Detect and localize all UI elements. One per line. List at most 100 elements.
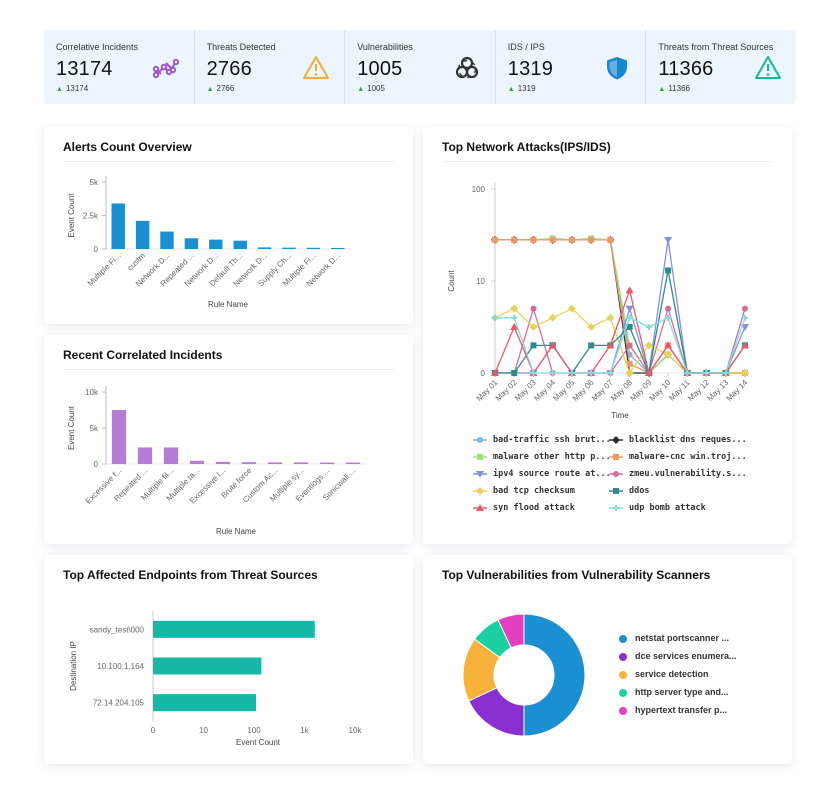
kpi-ids-ips[interactable]: IDS / IPS 1319 ▲ 1319 bbox=[495, 30, 646, 104]
y-tick-label: 72.14.204.105 bbox=[93, 699, 145, 708]
bar bbox=[233, 241, 246, 249]
kpi-label: Threats Detected bbox=[207, 42, 345, 52]
up-arrow-icon: ▲ bbox=[56, 86, 63, 93]
y-tick-label: 0 bbox=[94, 460, 99, 469]
data-point bbox=[613, 488, 619, 494]
bar bbox=[294, 462, 308, 464]
data-point bbox=[588, 237, 594, 243]
legend-item[interactable]: zmeu.vulnerability.s... bbox=[609, 469, 747, 479]
bar bbox=[320, 463, 334, 464]
alerts-bar-chart: 02.5k5kMultiple Fi... custmNetwork D...Re… bbox=[44, 127, 413, 324]
legend-dot-icon bbox=[619, 671, 627, 679]
legend-item[interactable]: malware other http p... bbox=[473, 452, 611, 462]
legend-dot-icon bbox=[619, 689, 627, 697]
y-tick-label: sandy_test\000 bbox=[90, 625, 145, 634]
legend-item[interactable]: dce services enumera... bbox=[619, 651, 737, 661]
legend-item[interactable]: hypertext transfer p... bbox=[619, 705, 727, 715]
y-tick-label: 0 bbox=[481, 369, 486, 378]
correlated-bar-chart: 05k10kExcessive f...Repeated ...Multiple… bbox=[44, 335, 413, 544]
legend-label: http server type and... bbox=[635, 687, 729, 697]
legend-dot-icon bbox=[619, 635, 627, 643]
x-tick-label: 10 bbox=[199, 726, 208, 735]
legend-label: ddos bbox=[629, 486, 649, 496]
legend-item[interactable]: ipv4 source route at... bbox=[473, 469, 611, 479]
bar bbox=[209, 240, 222, 249]
legend-item[interactable]: malware-cnc win.troj... bbox=[609, 452, 747, 462]
vulnerabilities-legend: netstat portscanner ... dce services enum… bbox=[619, 633, 789, 733]
top-vulnerabilities-card: Top Vulnerabilities from Vulnerability S… bbox=[423, 555, 792, 764]
legend-label: service detection bbox=[635, 669, 709, 679]
x-axis-title: Event Count bbox=[236, 738, 281, 747]
kpi-correlative-incidents[interactable]: Correlative Incidents 13174 ▲ 13174 bbox=[44, 30, 194, 104]
data-point bbox=[645, 341, 653, 349]
data-point bbox=[627, 342, 633, 348]
legend-item[interactable]: blacklist dns reques... bbox=[609, 435, 747, 445]
legend-item[interactable]: netstat portscanner ... bbox=[619, 633, 729, 643]
data-point bbox=[626, 306, 634, 313]
bar bbox=[111, 203, 124, 249]
up-arrow-icon: ▲ bbox=[658, 86, 665, 93]
x-tick-label: 0 bbox=[151, 726, 156, 735]
alerts-count-card: Alerts Count Overview 0 2.5k 5k Multiple Fi… bbox=[44, 127, 413, 324]
data-point bbox=[588, 342, 594, 348]
shield-icon bbox=[603, 54, 631, 82]
legend-label: dce services enumera... bbox=[635, 651, 737, 661]
legend-item[interactable]: ddos bbox=[609, 486, 649, 496]
legend-item[interactable]: http server type and... bbox=[619, 687, 729, 697]
up-arrow-icon: ▲ bbox=[508, 86, 515, 93]
data-point bbox=[511, 315, 517, 321]
bar bbox=[153, 694, 256, 711]
legend-label: udp bomb attack bbox=[629, 503, 706, 513]
correlation-icon bbox=[152, 54, 180, 82]
kpi-threats-from-sources[interactable]: Threats from Threat Sources 11366 ▲ 11366 bbox=[645, 30, 796, 104]
bar bbox=[216, 462, 230, 464]
x-tick-label: 10k bbox=[349, 726, 363, 735]
legend-marker-icon bbox=[473, 470, 487, 478]
legend-item[interactable]: udp bomb attack bbox=[609, 503, 706, 513]
kpi-delta-value: 2766 bbox=[217, 84, 235, 93]
y-tick-label: 2.5k bbox=[83, 212, 99, 221]
data-point bbox=[607, 237, 613, 243]
kpi-delta-value: 13174 bbox=[66, 84, 88, 93]
kpi-delta-value: 1319 bbox=[518, 84, 536, 93]
bar bbox=[331, 248, 344, 249]
legend-label: netstat portscanner ... bbox=[635, 633, 729, 643]
data-point bbox=[665, 306, 671, 312]
kpi-delta-value: 1005 bbox=[367, 84, 385, 93]
data-point bbox=[476, 487, 484, 495]
x-tick-label: custm bbox=[126, 251, 148, 273]
kpi-threats-detected[interactable]: Threats Detected 2766 ▲ 2766 bbox=[194, 30, 345, 104]
data-point bbox=[477, 454, 483, 460]
bar bbox=[185, 238, 198, 249]
affected-endpoints-card: Top Affected Endpoints from Threat Sourc… bbox=[44, 555, 413, 764]
y-axis-title: Event Count bbox=[67, 405, 76, 450]
y-axis-title: Count bbox=[447, 270, 456, 292]
data-point bbox=[613, 454, 619, 460]
data-point bbox=[613, 471, 619, 477]
bar bbox=[307, 248, 320, 249]
biohazard-icon bbox=[453, 54, 481, 82]
warning-icon bbox=[302, 54, 330, 82]
x-tick-label: May 14 bbox=[724, 378, 749, 403]
legend-item[interactable]: bad-traffic ssh brut... bbox=[473, 435, 611, 445]
y-tick-label: 100 bbox=[472, 185, 486, 194]
legend-label: syn flood attack bbox=[493, 503, 575, 513]
x-axis-title: Rule Name bbox=[208, 300, 249, 309]
bar bbox=[190, 461, 204, 464]
kpi-delta-value: 11366 bbox=[668, 84, 690, 93]
legend-item[interactable]: syn flood attack bbox=[473, 503, 575, 513]
legend-item[interactable]: bad tcp checksum bbox=[473, 486, 575, 496]
x-tick-label: Multiple Fi... bbox=[86, 251, 123, 288]
bar bbox=[268, 462, 282, 464]
series-line bbox=[495, 271, 745, 373]
x-axis-title: Rule Name bbox=[216, 527, 257, 536]
legend-dot-icon bbox=[619, 707, 627, 715]
legend-item[interactable]: service detection bbox=[619, 669, 709, 679]
data-point bbox=[511, 370, 517, 376]
x-tick-label: 100 bbox=[247, 726, 261, 735]
data-point bbox=[477, 437, 483, 443]
data-point bbox=[664, 237, 672, 244]
data-point bbox=[613, 505, 619, 511]
endpoints-bar-chart: 0 10 100 1k 10ksandy_test\00010.100.1.16472.… bbox=[44, 555, 413, 764]
kpi-vulnerabilities[interactable]: Vulnerabilities 1005 ▲ 1005 bbox=[344, 30, 495, 104]
